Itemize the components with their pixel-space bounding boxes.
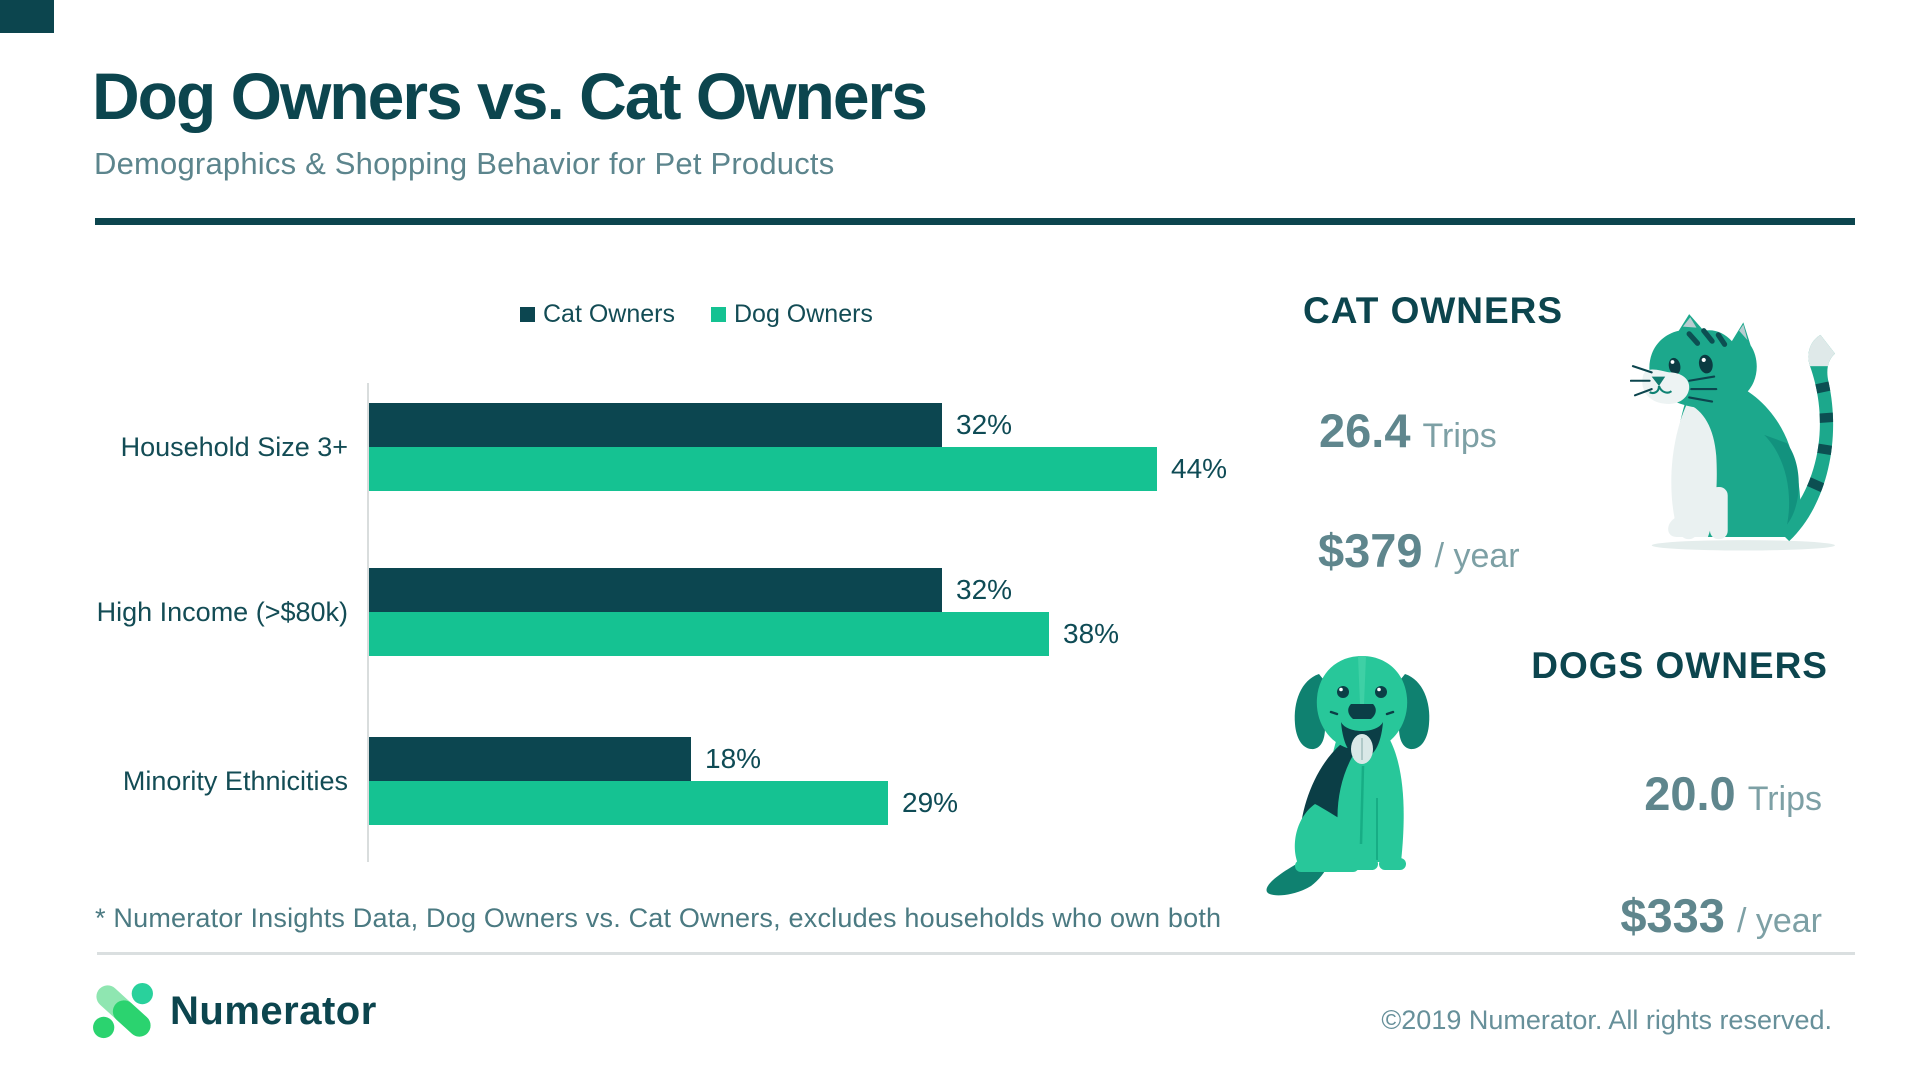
cat-spend-unit: / year (1434, 537, 1520, 575)
cat-trips-value: 26.4 (1319, 404, 1411, 457)
bar-dog-owners-0 (369, 447, 1157, 491)
corner-accent (0, 0, 54, 33)
bar-dog-owners-1 (369, 612, 1049, 656)
category-label-0: Household Size 3+ (120, 431, 348, 462)
numerator-logo-icon (93, 982, 153, 1039)
chart-axis (367, 383, 369, 862)
bar-dog-owners-2 (369, 781, 888, 825)
bar-cat-owners-0 (369, 403, 942, 447)
dog-spend-value: $333 (1620, 889, 1725, 942)
page-subtitle: Demographics & Shopping Behavior for Pet… (94, 146, 835, 181)
bar-value-label-dog-owners-1: 38% (1063, 618, 1120, 649)
cat-trips-unit: Trips (1422, 417, 1497, 455)
dog-trips-stat: 20.0 Trips (1644, 766, 1822, 821)
legend-swatch-dog-owners (710, 307, 726, 322)
numerator-logo: Numerator (92, 982, 377, 1040)
cat-spend-stat: $379 / year (1318, 523, 1520, 578)
legend-label-dog-owners: Dog Owners (733, 300, 873, 328)
bar-value-label-cat-owners-1: 32% (956, 574, 1013, 605)
dogs-owners-heading: DOGS OWNERS (1531, 645, 1828, 686)
dog-trips-value: 20.0 (1644, 767, 1736, 820)
dog-trips-unit: Trips (1747, 780, 1822, 818)
category-label-2: Minority Ethnicities (122, 765, 348, 796)
cat-trips-stat: 26.4 Trips (1319, 403, 1497, 458)
copyright-text: ©2019 Numerator. All rights reserved. (1381, 1005, 1832, 1035)
legend-item-cat-owners: Cat Owners (520, 300, 675, 329)
dog-spend-unit: / year (1736, 902, 1822, 940)
bar-chart: Household Size 3+ 32% 44% High Income (>$80… (90, 383, 1270, 863)
header-rule (95, 218, 1855, 225)
chart-legend: Cat Owners Dog Owners (520, 300, 873, 329)
footer-divider (97, 952, 1855, 955)
bar-cat-owners-2 (369, 737, 691, 781)
legend-swatch-cat-owners (520, 307, 535, 322)
cat-owners-heading: CAT OWNERS (1303, 290, 1564, 331)
legend-item-dog-owners: Dog Owners (710, 300, 873, 329)
footnote: * Numerator Insights Data, Dog Owners vs… (95, 903, 1222, 933)
numerator-wordmark: Numerator (170, 988, 377, 1033)
bar-value-label-dog-owners-2: 29% (902, 787, 959, 818)
bar-value-label-cat-owners-0: 32% (956, 409, 1013, 440)
category-label-1: High Income (>$80k) (96, 596, 348, 627)
dog-illustration (1266, 656, 1430, 896)
dog-spend-stat: $333 / year (1620, 888, 1822, 943)
bar-value-label-dog-owners-0: 44% (1171, 453, 1228, 484)
cat-illustration (1630, 314, 1835, 551)
bar-value-label-cat-owners-2: 18% (705, 743, 762, 774)
bar-cat-owners-1 (369, 568, 942, 612)
page-title: Dog Owners vs. Cat Owners (92, 59, 928, 133)
cat-spend-value: $379 (1318, 524, 1423, 577)
legend-label-cat-owners: Cat Owners (543, 300, 675, 328)
